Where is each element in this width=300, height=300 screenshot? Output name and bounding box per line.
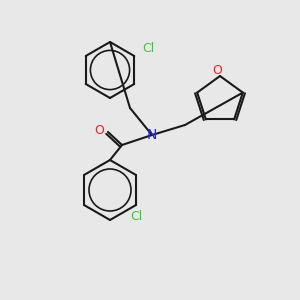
Text: N: N bbox=[147, 128, 157, 142]
Text: O: O bbox=[212, 64, 222, 76]
Text: Cl: Cl bbox=[130, 211, 142, 224]
Text: O: O bbox=[94, 124, 104, 136]
Text: Cl: Cl bbox=[142, 41, 154, 55]
